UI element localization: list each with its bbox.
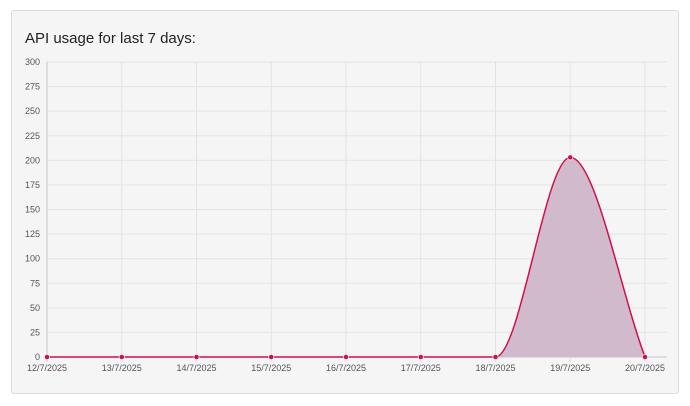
data-point <box>118 354 125 360</box>
x-tick-label: 16/7/2025 <box>326 363 366 373</box>
x-tick-label: 20/7/2025 <box>625 363 665 373</box>
x-tick-label: 18/7/2025 <box>475 363 515 373</box>
x-tick-label: 13/7/2025 <box>102 363 142 373</box>
y-tick-label: 200 <box>25 155 40 165</box>
data-point <box>193 354 200 360</box>
x-tick-label: 14/7/2025 <box>176 363 216 373</box>
y-tick-label: 100 <box>25 254 40 264</box>
x-tick-label: 15/7/2025 <box>251 363 291 373</box>
x-tick-label: 12/7/2025 <box>27 363 67 373</box>
data-point <box>642 354 648 360</box>
y-tick-label: 50 <box>30 303 40 313</box>
y-tick-label: 250 <box>25 106 40 116</box>
x-tick-label: 17/7/2025 <box>401 363 441 373</box>
data-point <box>567 154 574 161</box>
y-tick-label: 175 <box>25 180 40 190</box>
y-tick-label: 75 <box>30 278 40 288</box>
y-tick-label: 125 <box>25 229 40 239</box>
y-tick-label: 25 <box>30 327 40 337</box>
y-tick-label: 225 <box>25 131 40 141</box>
data-point <box>268 354 275 360</box>
x-tick-label: 19/7/2025 <box>550 363 590 373</box>
y-tick-label: 0 <box>35 352 40 362</box>
data-point <box>492 354 499 360</box>
data-point <box>417 354 424 360</box>
y-tick-label: 150 <box>25 205 40 215</box>
series-area-fill <box>47 157 645 357</box>
data-point <box>343 354 349 360</box>
y-tick-label: 300 <box>25 57 40 67</box>
chart-title: API usage for last 7 days: <box>25 30 196 47</box>
y-tick-label: 275 <box>25 82 40 92</box>
data-point <box>44 354 50 360</box>
